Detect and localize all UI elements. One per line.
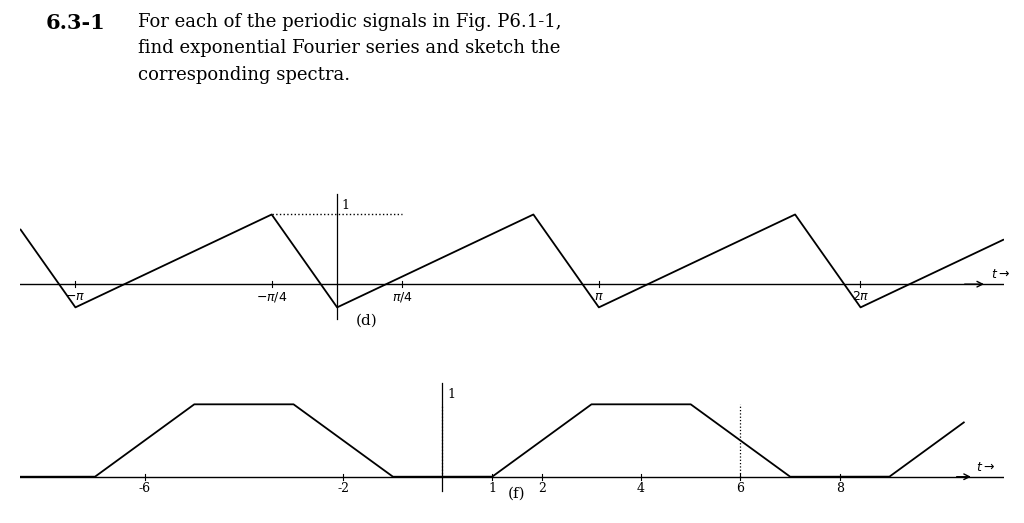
Text: 1: 1 — [488, 482, 497, 495]
Text: 4: 4 — [637, 482, 645, 495]
Text: -6: -6 — [138, 482, 151, 495]
Text: (d): (d) — [355, 313, 377, 327]
Text: (f): (f) — [508, 486, 525, 501]
Text: $\pi$: $\pi$ — [594, 290, 603, 303]
Text: 6.3-1: 6.3-1 — [46, 13, 105, 33]
Text: $-\pi/4$: $-\pi/4$ — [256, 290, 288, 304]
Text: $\pi/4$: $\pi/4$ — [392, 290, 413, 304]
Text: 6: 6 — [736, 482, 744, 495]
Text: -2: -2 — [337, 482, 349, 495]
Text: For each of the periodic signals in Fig. P6.1-1,
find exponential Fourier series: For each of the periodic signals in Fig.… — [138, 13, 562, 84]
Text: 2: 2 — [538, 482, 546, 495]
Text: 1: 1 — [341, 199, 349, 212]
Text: $-\pi$: $-\pi$ — [66, 290, 85, 303]
Text: $2\pi$: $2\pi$ — [852, 290, 869, 303]
Text: $t\rightarrow$: $t\rightarrow$ — [991, 268, 1011, 281]
Text: 1: 1 — [447, 389, 456, 402]
Text: 8: 8 — [836, 482, 844, 495]
Text: $t\rightarrow$: $t\rightarrow$ — [976, 461, 995, 474]
